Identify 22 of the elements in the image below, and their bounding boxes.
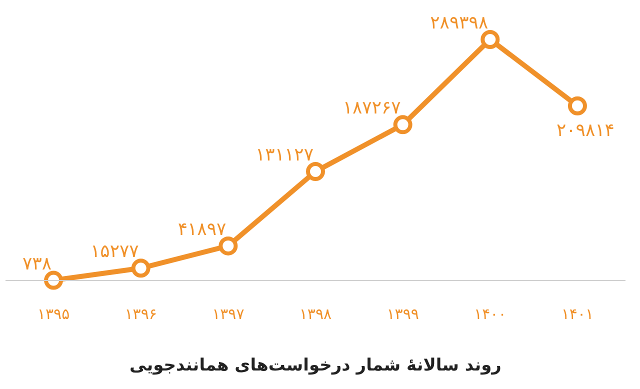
x-tick-label: ۱۳۹۵ [37, 304, 70, 323]
point [480, 30, 500, 49]
x-tick-label: ۱۳۹۸ [299, 304, 332, 323]
text: روند سالانهٔ شمار درخواست‌های همانندجویی [130, 356, 502, 376]
x-tick-label: ۱۴۰۰ [474, 304, 506, 323]
x-tick-label: ۱۳۹۷ [212, 304, 244, 323]
data-label: ۴۱۸۹۷ [178, 218, 227, 240]
data-label: ۱۸۷۲۶۷ [342, 98, 402, 119]
x-tick-label: ۱۴۰۱ [561, 304, 594, 323]
point [44, 270, 64, 290]
data-label: ۷۳۸ [22, 253, 52, 274]
point [218, 236, 238, 256]
point [306, 162, 325, 181]
point [393, 115, 412, 134]
data-label: ۱۵۲۷۷ [90, 241, 140, 262]
data-label: ۱۳۱۱۲۷ [255, 144, 314, 166]
point [568, 96, 587, 116]
x-tick-label: ۱۳۹۶ [124, 304, 157, 323]
point [131, 258, 150, 278]
x-tick-label: ۱۳۹۹ [386, 304, 419, 323]
data-label: ۲۰۹۸۱۴ [556, 120, 614, 141]
data-label: ۲۸۹۳۹۸ [430, 12, 488, 34]
